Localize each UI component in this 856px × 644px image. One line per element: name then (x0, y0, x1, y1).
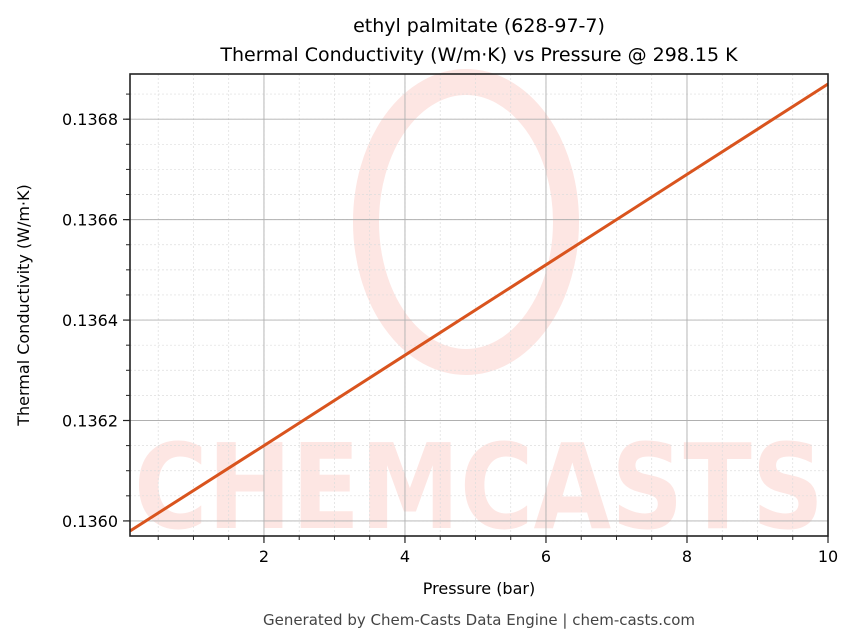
x-tick-label: 4 (400, 547, 410, 566)
x-tick-label: 8 (682, 547, 692, 566)
grid (130, 74, 829, 536)
series-line (129, 82, 829, 533)
chart-subtitle: Thermal Conductivity (W/m·K) vs Pressure… (219, 44, 738, 66)
plot-frame (129, 73, 829, 537)
y-axis-label: Thermal Conductivity (W/m·K) (14, 184, 33, 427)
y-tick-label: 0.1366 (62, 211, 118, 230)
watermark-logo-icon (353, 69, 579, 375)
y-tick-label: 0.1368 (62, 110, 118, 129)
x-tick-label: 2 (259, 547, 269, 566)
axis-ticks: 2 4 6 8 10 0.1360 0.1362 0.1364 0.1366 0.1368 (62, 93, 838, 566)
watermark-text: CHEMCASTS (134, 418, 824, 556)
x-tick-label: 6 (541, 547, 551, 566)
x-tick-label: 10 (818, 547, 838, 566)
chart-title: ethyl palmitate (628-97-7) (353, 15, 605, 37)
y-tick-label: 0.1360 (62, 512, 118, 531)
series (129, 82, 829, 533)
watermark: CHEMCASTS (134, 69, 824, 556)
y-tick-label: 0.1364 (62, 311, 118, 330)
footer-credit: Generated by Chem-Casts Data Engine | ch… (263, 611, 695, 629)
x-axis-label: Pressure (bar) (423, 579, 535, 598)
y-tick-label: 0.1362 (62, 412, 118, 431)
